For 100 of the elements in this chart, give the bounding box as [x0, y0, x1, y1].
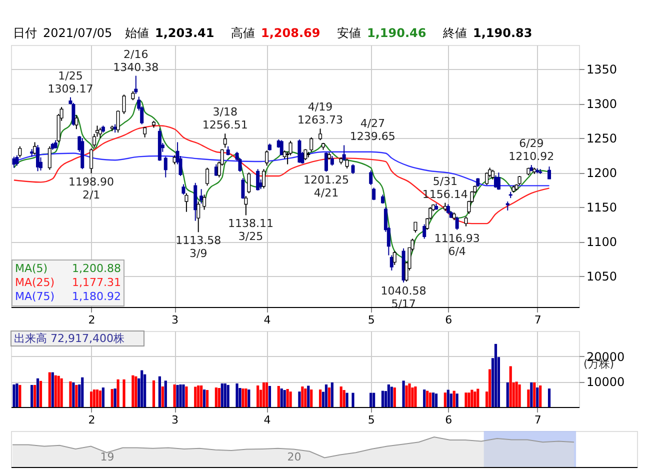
candlestick [491, 169, 495, 180]
bar [179, 384, 182, 407]
bar [220, 383, 224, 407]
bar [256, 385, 260, 407]
bar [328, 387, 330, 407]
bar [36, 378, 40, 407]
bar [16, 383, 18, 407]
annotation: 1256.51 [202, 118, 248, 132]
annotation: 2/1 [82, 188, 100, 202]
candlestick [345, 158, 349, 169]
bar [161, 386, 164, 407]
candlestick [548, 166, 552, 180]
chart-title: 出来高 72,917,400株 [14, 332, 124, 345]
bar [509, 366, 512, 407]
candlestick [265, 150, 268, 166]
bar [277, 386, 280, 407]
annotation: 1138.11 [228, 217, 274, 230]
bar [244, 388, 248, 407]
bar [408, 383, 411, 407]
bar [307, 386, 310, 407]
bar [342, 390, 346, 407]
bar [102, 387, 104, 407]
candlestick [256, 168, 260, 191]
candlestick [98, 127, 102, 139]
annotation: 1263.73 [298, 114, 344, 127]
annotation: 3/9 [190, 247, 208, 260]
annotation: 4/19 [308, 100, 333, 114]
bar [164, 380, 167, 407]
candlestick [122, 94, 126, 114]
bar [515, 382, 518, 407]
candlestick [330, 156, 334, 166]
bar [411, 387, 414, 407]
bar [464, 392, 468, 407]
bar [494, 344, 498, 407]
bar [248, 390, 250, 407]
x-tick-label: 2 [88, 414, 96, 426]
y-tick-label: 1250 [586, 132, 618, 146]
y-tick-label: 1350 [586, 62, 618, 77]
y-tick-label: 1300 [586, 97, 618, 112]
candlestick [90, 148, 94, 174]
annotation: 1,180.92 [72, 290, 121, 303]
bar [33, 384, 36, 407]
bar [474, 392, 476, 407]
candlestick [202, 194, 206, 210]
bar [372, 392, 376, 407]
candlestick [262, 168, 266, 189]
bar [48, 372, 51, 407]
candlestick [182, 184, 186, 196]
y-tick-label: 10000 [586, 375, 625, 390]
bar [301, 386, 304, 407]
y-tick-label: 1100 [586, 235, 618, 249]
bar [122, 379, 126, 407]
candlestick [369, 170, 373, 186]
bar [268, 386, 272, 407]
bar [206, 390, 209, 407]
bar [283, 390, 286, 407]
candlestick [372, 187, 376, 201]
candlestick [318, 128, 322, 141]
candlestick [464, 216, 468, 227]
bar [96, 390, 99, 407]
bar [352, 392, 354, 407]
candlestick [351, 164, 355, 174]
annotation: 1,200.88 [72, 262, 121, 275]
bar [197, 385, 200, 407]
x-tick-label: 19 [100, 450, 114, 464]
x-tick-label: 3 [172, 414, 179, 426]
bar [173, 384, 176, 407]
bar [402, 380, 405, 407]
annotation: 1309.17 [48, 82, 94, 96]
y-tick-label: 1050 [586, 269, 618, 284]
bar [12, 384, 16, 407]
bar [423, 390, 426, 407]
bar [429, 392, 432, 407]
candlestick [116, 110, 120, 134]
annotation: 2/16 [124, 48, 148, 61]
bar [265, 382, 268, 407]
candlestick [280, 140, 284, 156]
bar [116, 379, 120, 407]
bar [450, 394, 452, 407]
annotation: 4/21 [314, 186, 339, 200]
bar [57, 376, 60, 407]
bar [214, 387, 218, 407]
annotation: 6/29 [519, 137, 544, 150]
x-tick-label: 6 [445, 314, 452, 326]
bar [304, 388, 307, 407]
candlestick [298, 138, 302, 164]
bar [110, 389, 114, 407]
bar [405, 385, 408, 407]
bar [92, 390, 96, 407]
bar [30, 384, 34, 407]
bar [182, 384, 185, 407]
bar [330, 382, 334, 407]
bar [18, 384, 22, 407]
text: MA(25) [15, 276, 55, 289]
bar [176, 384, 179, 407]
bar [242, 388, 244, 407]
annotation: 1,177.31 [72, 276, 121, 289]
bar [476, 388, 480, 407]
chart-title: 日付 2021/07/05 始値 1,203.41 高値 1,208.69 安値 1,190.46 終値 1,190.83 [13, 26, 532, 40]
bar [226, 384, 230, 407]
